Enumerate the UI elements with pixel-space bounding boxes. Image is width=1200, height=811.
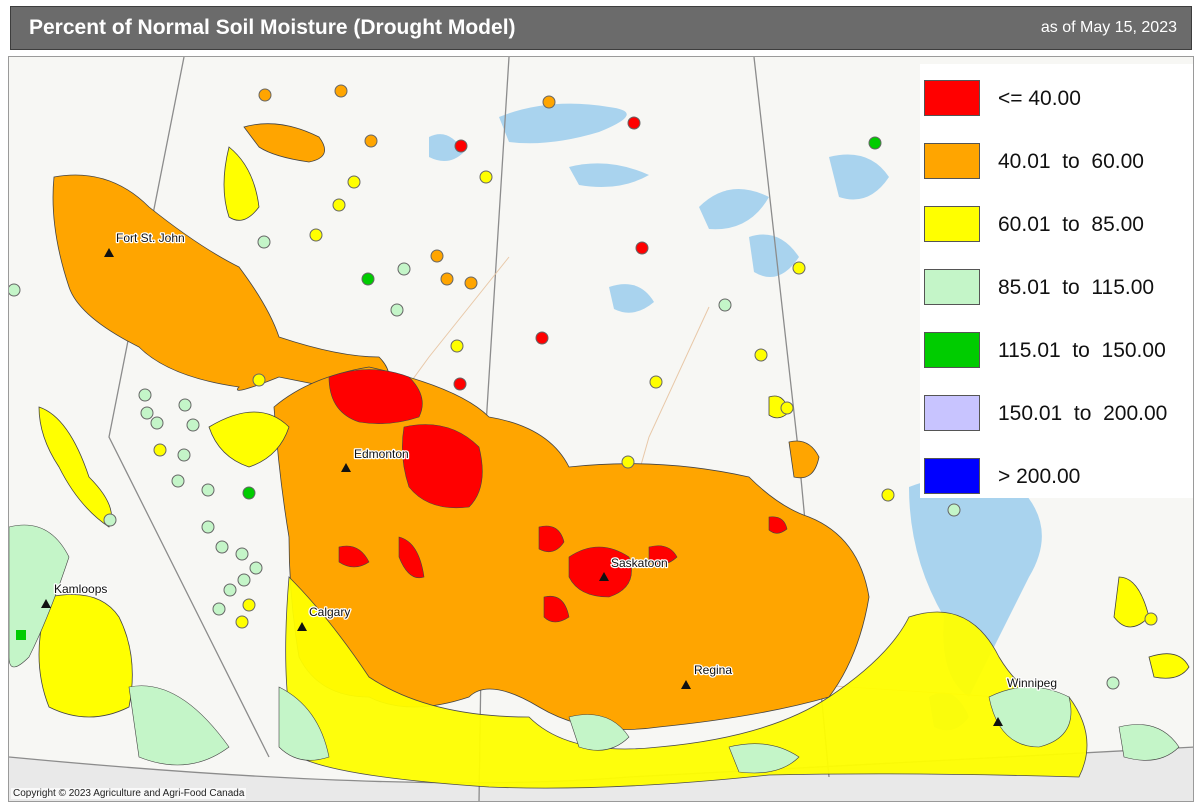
legend-label: > 200.00: [998, 465, 1081, 488]
legend-item: 40.01 to 60.00: [924, 143, 1193, 183]
usa-region: [9, 747, 1193, 801]
city-label-saskatoon: Saskatoon: [611, 556, 668, 570]
legend-label: <= 40.00: [998, 87, 1081, 110]
legend-label: 150.01 to 200.00: [998, 402, 1168, 425]
station-dots: [9, 84, 1158, 690]
legend-label: 40.01 to 60.00: [998, 150, 1144, 173]
legend-item: <= 40.00: [924, 80, 1193, 120]
title-bar: Percent of Normal Soil Moisture (Drought…: [10, 6, 1192, 50]
city-label-regina: Regina: [694, 663, 732, 677]
legend-item: 60.01 to 85.00: [924, 206, 1193, 246]
city-winnipeg: Winnipeg: [993, 675, 1058, 726]
legend-swatch: [924, 143, 980, 179]
city-label-kamloops: Kamloops: [54, 582, 107, 596]
city-calgary: Calgary: [297, 604, 352, 631]
legend-label: 60.01 to 85.00: [998, 213, 1144, 236]
city-edmonton: Edmonton: [341, 446, 410, 472]
lakes: [429, 103, 1042, 731]
city-saskatoon: Saskatoon: [599, 555, 669, 581]
city-label-calgary: Calgary: [309, 605, 350, 619]
city-kamloops: Kamloops: [41, 581, 109, 608]
map-title: Percent of Normal Soil Moisture (Drought…: [29, 16, 516, 39]
legend-label: 115.01 to 150.00: [998, 339, 1166, 362]
legend-swatch: [924, 269, 980, 305]
cities: Fort St. John Edmonton Kamloops Calgary …: [41, 230, 1058, 726]
legend-item: 150.01 to 200.00: [924, 395, 1193, 435]
zone-60-85: [38, 146, 1190, 789]
legend-swatch: [924, 206, 980, 242]
legend: <= 40.00 40.01 to 60.00 60.01 to 85.00 8…: [920, 64, 1193, 498]
legend-swatch: [924, 80, 980, 116]
legend-item: 85.01 to 115.00: [924, 269, 1193, 309]
copyright-text: Copyright © 2023 Agriculture and Agri-Fo…: [11, 788, 247, 799]
city-fort-st-john: Fort St. John: [104, 230, 186, 257]
legend-label: 85.01 to 115.00: [998, 276, 1155, 299]
legend-swatch: [924, 332, 980, 368]
legend-item: 115.01 to 150.00: [924, 332, 1193, 372]
city-regina: Regina: [681, 662, 734, 689]
as-of-date: as of May 15, 2023: [1040, 19, 1177, 36]
legend-swatch: [924, 395, 980, 431]
map-area: Fort St. John Edmonton Kamloops Calgary …: [8, 56, 1194, 802]
legend-swatch: [924, 458, 980, 494]
legend-item: > 200.00: [924, 458, 1193, 498]
zone-le40: [328, 369, 788, 623]
city-label-fort-st-john: Fort St. John: [116, 231, 185, 245]
city-label-edmonton: Edmonton: [354, 447, 409, 461]
city-label-winnipeg: Winnipeg: [1007, 676, 1057, 690]
